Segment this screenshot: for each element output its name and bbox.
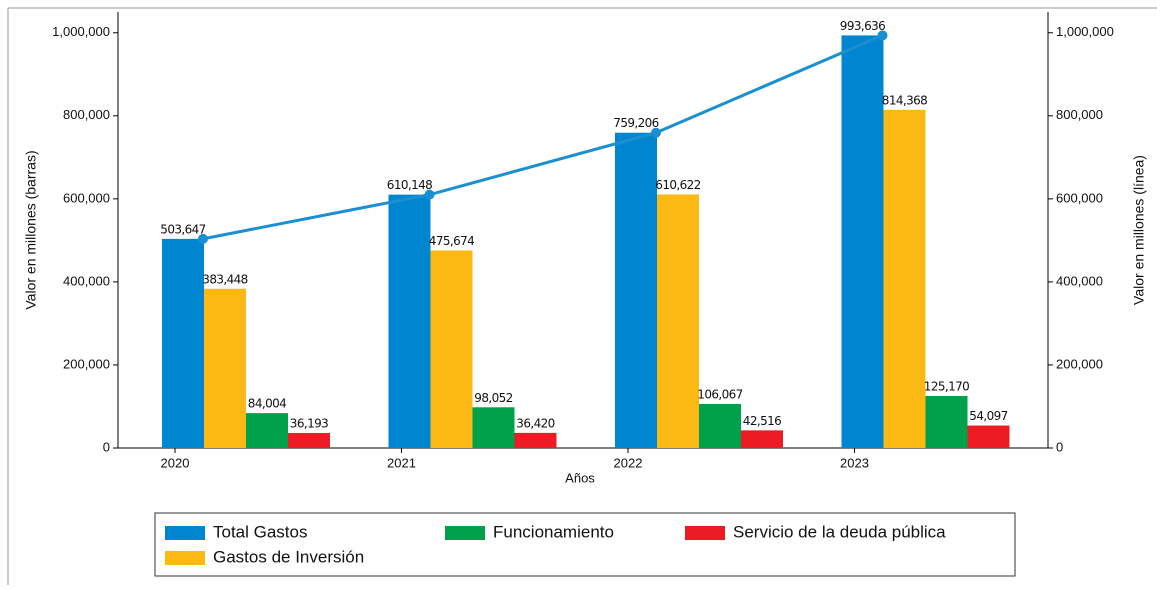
y-tick-label: 0 — [103, 439, 110, 454]
bar-value-label: 503,647 — [160, 222, 205, 236]
bar-value-label: 475,674 — [429, 234, 474, 248]
legend-box — [154, 512, 1016, 577]
y2-tick-label: 400,000 — [1056, 273, 1103, 288]
y-tick-label: 400,000 — [63, 273, 110, 288]
y2-tick-label: 0 — [1056, 439, 1063, 454]
x-tick-label: 2022 — [614, 455, 643, 470]
legend-label: Servicio de la deuda pública — [733, 522, 946, 541]
y2-tick-label: 1,000,000 — [1056, 24, 1114, 39]
legend-swatch — [165, 526, 205, 540]
bar — [288, 432, 330, 448]
bar — [514, 432, 557, 448]
line-point — [877, 30, 888, 41]
legend-label: Gastos de Inversión — [213, 547, 364, 566]
bar — [615, 132, 657, 448]
y2-axis-label: Valor en millones (línea) — [1131, 155, 1147, 305]
bar-value-label: 125,170 — [924, 380, 969, 394]
legend-label: Funcionamiento — [493, 522, 614, 541]
bar-value-label: 610,622 — [655, 178, 700, 192]
bar — [204, 288, 246, 448]
legend-swatch — [685, 526, 725, 540]
line — [202, 34, 884, 241]
x-tick-label: 2021 — [387, 455, 416, 470]
bar-value-label: 610,148 — [387, 178, 432, 192]
bar — [162, 238, 204, 448]
y-axis-label: Valor en millones (barras) — [23, 150, 39, 309]
bar-value-label: 993,636 — [840, 19, 885, 33]
y-tick-label: 1,000,000 — [52, 24, 110, 39]
bar-value-label: 759,206 — [613, 116, 658, 130]
legend-swatch — [445, 526, 485, 540]
legend-swatch — [165, 551, 205, 565]
line-point — [424, 189, 435, 200]
bar-value-label: 814,368 — [882, 93, 927, 107]
y2-tick-label: 600,000 — [1056, 190, 1103, 205]
bar-value-label: 84,004 — [248, 397, 286, 411]
bar-value-label: 383,448 — [202, 272, 247, 286]
bar — [699, 403, 741, 448]
bar — [388, 194, 431, 448]
bar — [472, 407, 515, 448]
y2-tick-label: 800,000 — [1056, 107, 1103, 122]
bar — [657, 194, 699, 448]
x-tick-label: 2023 — [840, 455, 869, 470]
bar-value-label: 36,193 — [290, 416, 328, 430]
bar-value-label: 36,420 — [516, 416, 554, 430]
bar-value-label: 54,097 — [969, 409, 1007, 423]
bar — [741, 430, 783, 448]
line-point — [651, 127, 661, 138]
y-tick-label: 800,000 — [63, 107, 110, 122]
bar — [967, 425, 1010, 448]
y-tick-label: 600,000 — [63, 190, 110, 205]
bar-value-label: 98,052 — [474, 391, 512, 405]
bar — [430, 250, 473, 448]
bar — [246, 413, 288, 448]
legend-label: Total Gastos — [213, 522, 308, 541]
bar-value-label: 42,516 — [743, 414, 781, 428]
bar — [925, 396, 968, 448]
bar-value-label: 106,067 — [697, 387, 742, 401]
x-axis-label: Años — [565, 470, 595, 485]
bar — [883, 109, 926, 448]
y-tick-label: 200,000 — [63, 356, 110, 371]
x-tick-label: 2020 — [161, 455, 190, 470]
y2-tick-label: 200,000 — [1056, 356, 1103, 371]
line-point — [198, 233, 208, 244]
bar — [841, 35, 884, 448]
